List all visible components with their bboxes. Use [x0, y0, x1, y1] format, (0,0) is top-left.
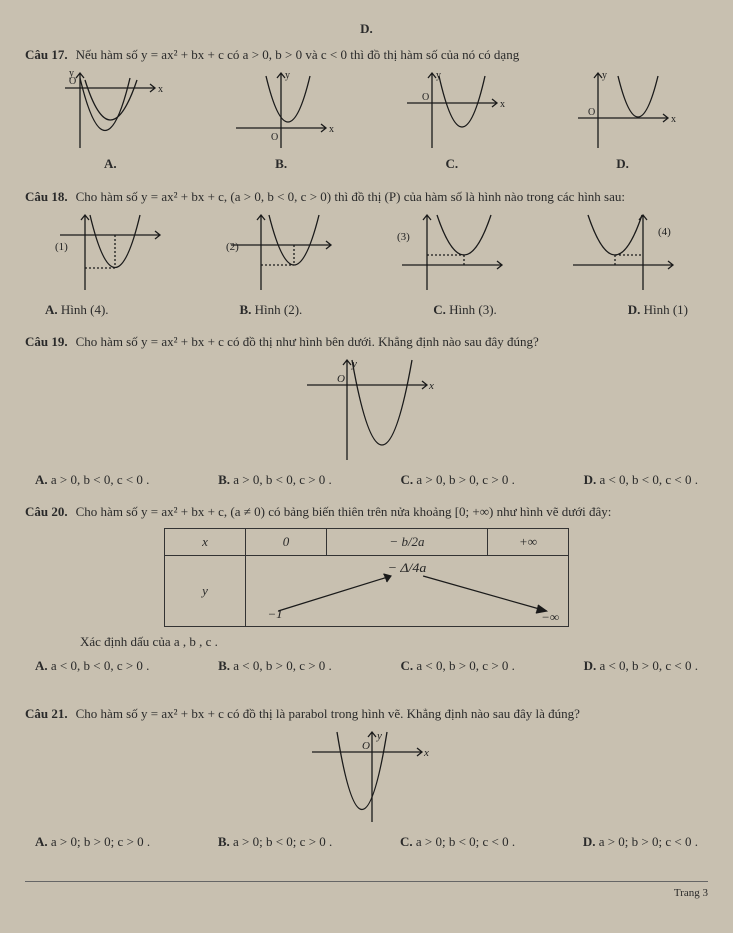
q18-ans-d: D. Hình (1)	[628, 301, 688, 319]
q18-ans-c: C. Hình (3).	[433, 301, 497, 319]
page-footer: Trang 3	[25, 881, 708, 901]
svg-text:x: x	[500, 99, 505, 110]
q21-ans-a: A. a > 0; b > 0; c > 0 .	[35, 833, 150, 851]
q17-a-label: A.	[55, 155, 165, 173]
q18-ans-b: B. Hình (2).	[239, 301, 302, 319]
q17-opt-b: O x y B.	[226, 68, 336, 173]
q17-text: Nếu hàm số y = ax² + bx + c có a > 0, b …	[76, 46, 708, 64]
svg-text:x: x	[428, 380, 434, 392]
question-20: Câu 20. Cho hàm số y = ax² + bx + c, (a …	[25, 503, 708, 675]
bbt-x-label: x	[165, 528, 246, 555]
q19-num: Câu 19.	[25, 333, 68, 351]
q17-num: Câu 17.	[25, 46, 68, 64]
parabola-18-2: (2)	[221, 210, 341, 295]
q20-ans-a: A. a < 0, b < 0, c > 0 .	[35, 657, 149, 675]
q20-ans-d: D. a < 0, b > 0, c < 0 .	[584, 657, 698, 675]
parabola-d: O x y	[568, 68, 678, 153]
parabola-19: O x y	[297, 355, 437, 465]
q20-text: Cho hàm số y = ax² + bx + c, (a ≠ 0) có …	[76, 503, 708, 521]
svg-text:y: y	[285, 70, 290, 81]
q20-ans-b: B. a < 0, b > 0, c > 0 .	[218, 657, 332, 675]
parabola-21: O x y	[302, 727, 432, 827]
svg-text:O: O	[337, 373, 345, 385]
q21-ans-c: C. a > 0; b < 0; c < 0 .	[400, 833, 515, 851]
q20-ans-c: C. a < 0, b > 0, c > 0 .	[400, 657, 514, 675]
q17-b-label: B.	[226, 155, 336, 173]
svg-text:x: x	[158, 84, 163, 95]
q18-text: Cho hàm số y = ax² + bx + c, (a > 0, b <…	[76, 188, 708, 206]
svg-text:y: y	[602, 70, 607, 81]
q17-d-label: D.	[568, 155, 678, 173]
svg-text:−∞: −∞	[541, 610, 559, 623]
q19-ans-a: A. a > 0, b < 0, c < 0 .	[35, 471, 149, 489]
parabola-18-4: (4)	[563, 210, 683, 295]
q20-num: Câu 20.	[25, 503, 68, 521]
q18-fig-1: (1)	[50, 210, 170, 295]
parabola-18-1: (1)	[50, 210, 170, 295]
svg-text:O: O	[271, 132, 278, 143]
svg-text:O: O	[588, 107, 595, 118]
parabola-c: O x y	[397, 68, 507, 153]
q21-ans-b: B. a > 0; b < 0; c > 0 .	[218, 833, 332, 851]
svg-text:(4): (4)	[658, 226, 671, 238]
q19-ans-b: B. a > 0, b < 0, c > 0 .	[218, 471, 332, 489]
q18-fig-2: (2)	[221, 210, 341, 295]
q19-ans-c: C. a > 0, b > 0, c > 0 .	[400, 471, 514, 489]
q17-opt-d: O x y D.	[568, 68, 678, 173]
q17-opt-a: x y O A.	[55, 68, 165, 173]
q21-ans-d: D. a > 0; b > 0; c < 0 .	[583, 833, 698, 851]
q20-sub: Xác định dấu của a , b , c .	[25, 633, 708, 651]
parabola-a: x y O	[55, 68, 165, 153]
question-19: Câu 19. Cho hàm số y = ax² + bx + c có đ…	[25, 333, 708, 489]
svg-text:−1: −1	[267, 607, 282, 620]
q17-c-label: C.	[397, 155, 507, 173]
svg-text:x: x	[671, 114, 676, 125]
bbt-arrows: − Δ/4a −1 −∞	[246, 556, 568, 626]
q19-text: Cho hàm số y = ax² + bx + c có đồ thị nh…	[76, 333, 708, 351]
svg-text:x: x	[423, 747, 429, 759]
question-18: Câu 18. Cho hàm số y = ax² + bx + c, (a …	[25, 188, 708, 319]
bbt-x0: 0	[246, 528, 327, 555]
q18-num: Câu 18.	[25, 188, 68, 206]
q17-opt-c: O x y C.	[397, 68, 507, 173]
svg-text:x: x	[329, 124, 334, 135]
q21-text: Cho hàm số y = ax² + bx + c có đồ thị là…	[76, 705, 708, 723]
parabola-b: O x y	[226, 68, 336, 153]
question-21: Câu 21. Cho hàm số y = ax² + bx + c có đ…	[25, 705, 708, 851]
svg-text:O: O	[422, 92, 429, 103]
question-17: Câu 17. Nếu hàm số y = ax² + bx + c có a…	[25, 46, 708, 173]
svg-text:− Δ/4a: − Δ/4a	[388, 560, 427, 574]
svg-text:(3): (3)	[397, 231, 410, 243]
top-d-label: D.	[25, 20, 708, 38]
q21-num: Câu 21.	[25, 705, 68, 723]
bbt-y-label: y	[165, 555, 246, 626]
variation-table: x 0 − b/2a +∞ y − Δ/4a −1 −∞	[164, 528, 569, 627]
svg-text:O: O	[69, 76, 76, 87]
svg-text:O: O	[362, 740, 370, 752]
bbt-xv: − b/2a	[327, 528, 488, 555]
svg-text:(1): (1)	[55, 241, 68, 253]
svg-text:y: y	[376, 730, 382, 742]
q19-ans-d: D. a < 0, b < 0, c < 0 .	[584, 471, 698, 489]
q18-ans-a: A. Hình (4).	[45, 301, 109, 319]
svg-text:(2): (2)	[226, 241, 239, 253]
q18-fig-3: (3)	[392, 210, 512, 295]
parabola-18-3: (3)	[392, 210, 512, 295]
bbt-xinf: +∞	[488, 528, 569, 555]
q18-fig-4: (4)	[563, 210, 683, 295]
